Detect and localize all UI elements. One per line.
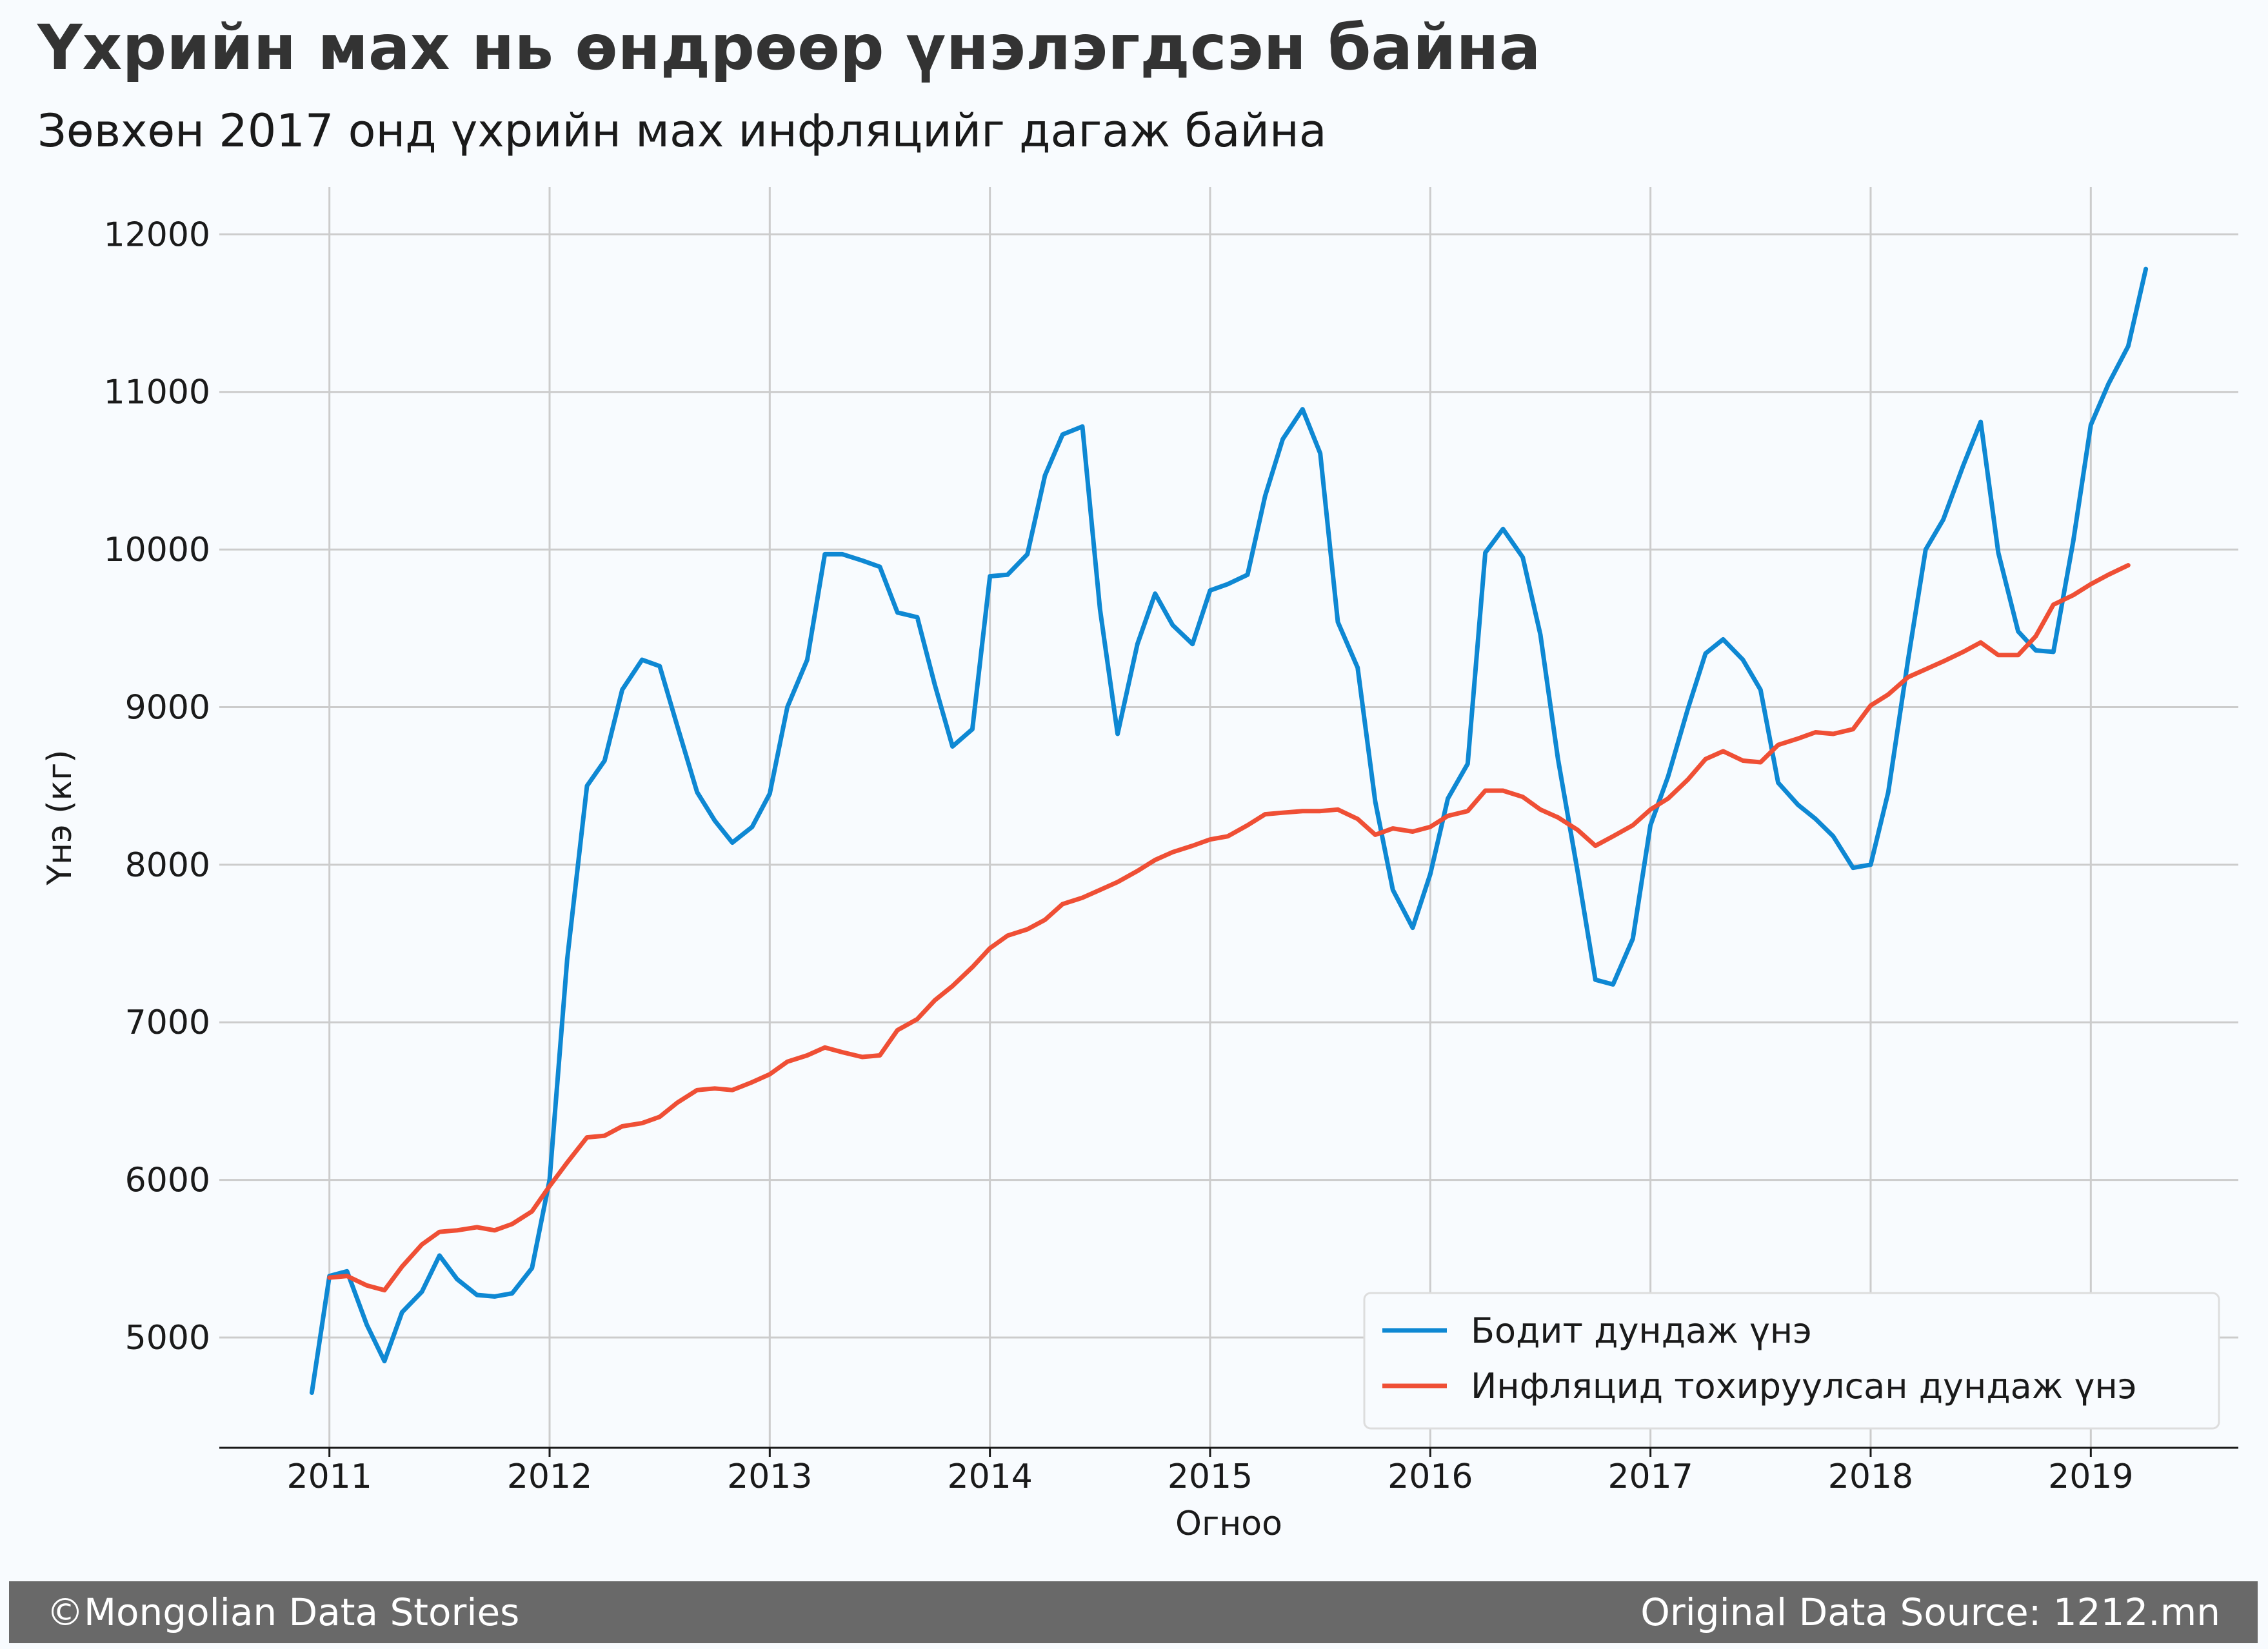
x-tick-label: 2018 [1828, 1457, 1913, 1496]
data-source-text: Original Data Source: 1212.mn [1640, 1590, 2220, 1634]
legend: Бодит дундаж үнэ Инфляцид тохируулсан дун… [1363, 1292, 2220, 1430]
y-tick-label: 10000 [104, 531, 210, 569]
y-tick-label: 8000 [125, 846, 210, 885]
x-tick-label: 2013 [727, 1457, 812, 1496]
y-tick-label: 9000 [125, 688, 210, 727]
y-tick-label: 5000 [125, 1319, 210, 1358]
axes: 2011 2012 2013 2014 2015 2016 2017 2018 2019 5000… [41, 215, 2238, 1543]
x-tick-label: 2014 [947, 1457, 1032, 1496]
legend-label: Инфляцид тохируулсан дундаж үнэ [1471, 1366, 2136, 1407]
copyright-text: ©Mongolian Data Stories [46, 1590, 520, 1634]
legend-label: Бодит дундаж үнэ [1471, 1310, 1812, 1351]
legend-box [1363, 1292, 2220, 1430]
y-tick-label: 12000 [104, 215, 210, 254]
x-tick-label: 2015 [1168, 1457, 1253, 1496]
footer-bar: ©Mongolian Data Stories Original Data So… [9, 1581, 2258, 1643]
x-axis-label: Огноо [1175, 1505, 1282, 1543]
series-line-1 [327, 563, 2131, 1293]
x-tick-label: 2017 [1607, 1457, 1693, 1496]
x-tick-label: 2016 [1388, 1457, 1473, 1496]
y-tick-label: 11000 [104, 373, 210, 412]
chart-title: Үхрийн мах нь өндрөөр үнэлэгдсэн байна [37, 12, 1541, 84]
y-tick-label: 7000 [125, 1003, 210, 1042]
x-tick-label: 2011 [286, 1457, 372, 1496]
x-tick-label: 2019 [2048, 1457, 2133, 1496]
x-tick-label: 2012 [507, 1457, 592, 1496]
chart-subtitle: Зөвхөн 2017 онд үхрийн мах инфляцийг даг… [37, 104, 1327, 157]
grid-lines [219, 187, 2238, 1448]
series-line-0 [309, 266, 2149, 1395]
y-tick-label: 6000 [125, 1161, 210, 1200]
series-lines [309, 266, 2149, 1395]
y-axis-label: Үнэ (кг) [41, 749, 79, 885]
